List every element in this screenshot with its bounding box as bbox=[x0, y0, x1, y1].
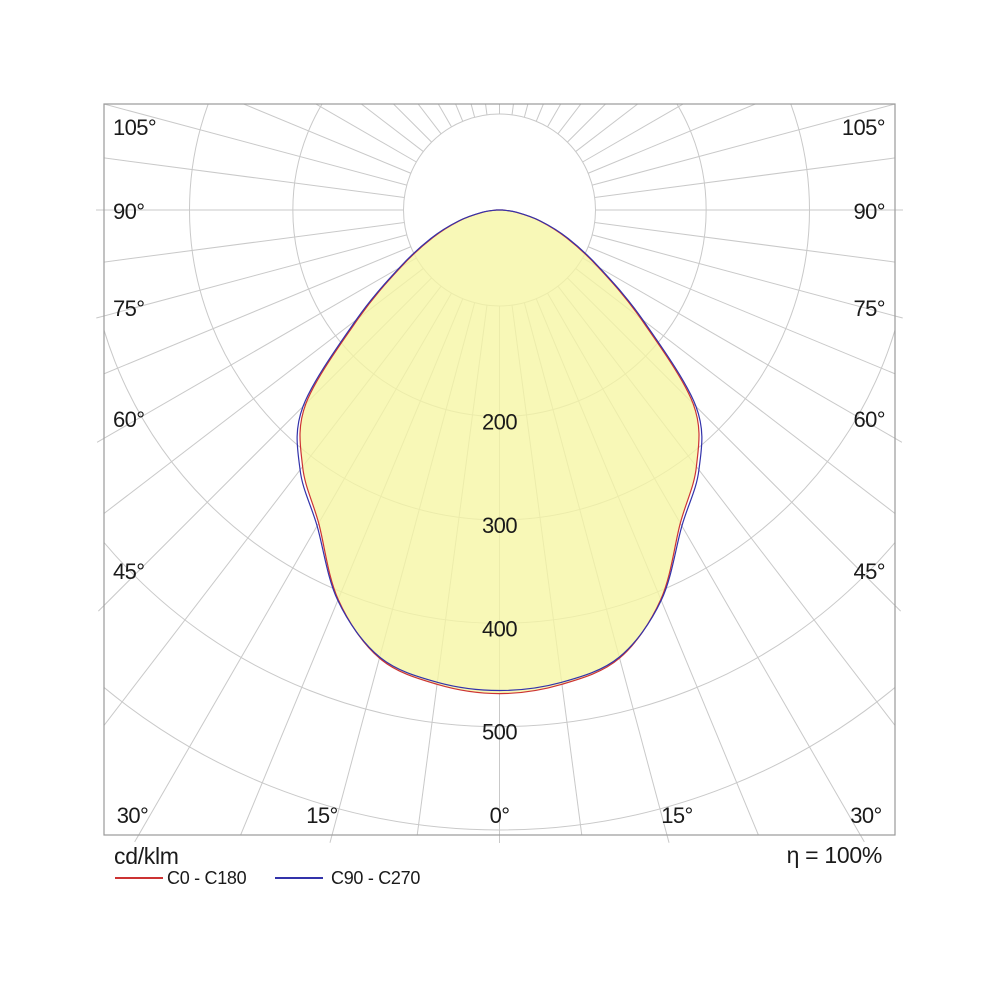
angle-tick bbox=[859, 834, 865, 843]
spoke-line bbox=[547, 104, 562, 128]
angle-label-right: 105° bbox=[842, 115, 885, 140]
intensity-curves bbox=[296, 209, 703, 695]
spoke-line bbox=[437, 104, 452, 128]
efficiency-label: η = 100% bbox=[786, 842, 883, 868]
spoke-line bbox=[588, 246, 895, 375]
spoke-line bbox=[592, 104, 895, 186]
angle-label-left: 105° bbox=[113, 115, 156, 140]
ring-value-label: 500 bbox=[482, 720, 517, 745]
angle-tick bbox=[894, 437, 903, 443]
intensity-lobe-fill bbox=[299, 210, 700, 694]
angle-tick bbox=[894, 605, 902, 612]
spoke-line bbox=[455, 104, 464, 122]
angle-label-right: 45° bbox=[854, 559, 885, 584]
angle-tick bbox=[97, 605, 105, 612]
spoke-line bbox=[104, 234, 407, 317]
spoke-line bbox=[485, 104, 488, 115]
spoke-line bbox=[594, 157, 895, 198]
spoke-line bbox=[242, 104, 411, 174]
angle-label-left: 45° bbox=[113, 559, 144, 584]
unit-label: cd/klm bbox=[114, 843, 179, 869]
spoke-line bbox=[511, 104, 514, 115]
angle-ticks bbox=[96, 209, 903, 843]
angle-label-bottom: 15° bbox=[661, 803, 692, 828]
spoke-line bbox=[592, 234, 895, 317]
angle-tick bbox=[666, 834, 670, 843]
angle-label-bottom: 30° bbox=[117, 803, 148, 828]
spoke-line bbox=[104, 104, 407, 186]
angle-tick bbox=[134, 834, 140, 843]
angle-tick bbox=[96, 437, 105, 443]
angle-label-right: 60° bbox=[854, 407, 885, 432]
angle-label-right: 75° bbox=[854, 296, 885, 321]
angle-tick bbox=[96, 315, 105, 319]
ring-value-label: 300 bbox=[482, 513, 517, 538]
angle-label-right: 90° bbox=[854, 199, 885, 224]
chart-labels: 105° 90° 75° 60° 45° 105° 90° 75° 60° 45° 30° 15° 0°… bbox=[113, 115, 886, 828]
ring-value-label: 400 bbox=[482, 616, 517, 641]
spoke-line bbox=[523, 104, 529, 118]
spoke-line bbox=[567, 104, 607, 143]
spoke-line bbox=[470, 104, 476, 118]
spoke-line bbox=[588, 104, 757, 174]
spoke-line bbox=[104, 157, 405, 198]
spoke-line bbox=[314, 104, 417, 163]
spoke-line bbox=[535, 104, 544, 122]
c90-c270-legend-label: C90 - C270 bbox=[331, 868, 421, 888]
spoke-line bbox=[392, 104, 432, 143]
spoke-line bbox=[104, 268, 424, 515]
angle-label-bottom: 15° bbox=[306, 803, 337, 828]
spoke-line bbox=[582, 104, 685, 163]
spoke-line bbox=[104, 246, 411, 375]
angle-label-bottom: 30° bbox=[850, 803, 881, 828]
c0-c180-legend-line bbox=[115, 877, 163, 879]
spoke-line bbox=[582, 257, 895, 439]
spoke-line bbox=[575, 268, 895, 515]
angle-label-left: 75° bbox=[113, 296, 144, 321]
angle-label-left: 90° bbox=[113, 199, 144, 224]
angle-tick bbox=[329, 834, 333, 843]
c90-c270-curve bbox=[296, 209, 703, 692]
spoke-line bbox=[104, 257, 417, 439]
angle-label-bottom: 0° bbox=[490, 803, 510, 828]
angle-tick bbox=[894, 315, 903, 319]
plot-border bbox=[103, 103, 896, 836]
spoke-line bbox=[594, 222, 895, 263]
spoke-line bbox=[104, 222, 405, 263]
c90-c270-legend-line bbox=[275, 877, 323, 879]
ring-value-label: 200 bbox=[482, 410, 517, 435]
angle-label-left: 60° bbox=[113, 407, 144, 432]
c0-c180-legend-label: C0 - C180 bbox=[167, 868, 247, 888]
